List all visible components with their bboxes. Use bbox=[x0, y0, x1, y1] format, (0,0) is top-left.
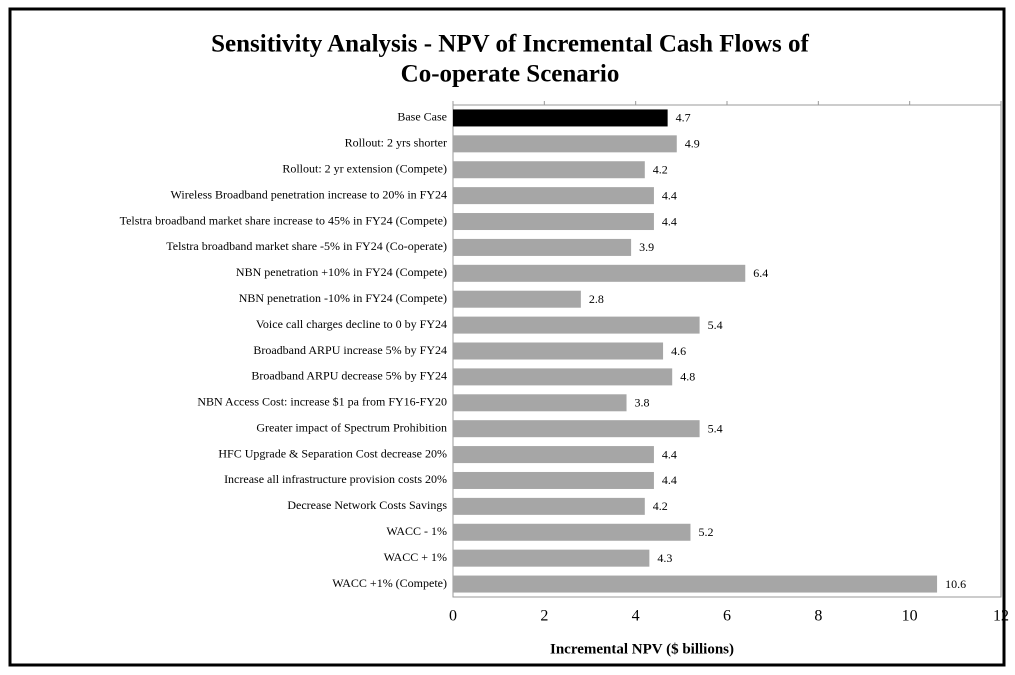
value-label: 5.4 bbox=[708, 318, 723, 332]
x-tick-label: 4 bbox=[632, 608, 640, 625]
x-tick-label: 2 bbox=[540, 608, 548, 625]
bar bbox=[453, 316, 700, 334]
y-tick-label: HFC Upgrade & Separation Cost decrease 2… bbox=[218, 446, 447, 460]
y-tick-label: WACC - 1% bbox=[386, 524, 447, 538]
bar bbox=[453, 575, 938, 593]
y-tick-label: Increase all infrastructure provision co… bbox=[224, 472, 447, 486]
x-tick-label: 10 bbox=[902, 608, 918, 625]
chart-title: Sensitivity Analysis - NPV of Incrementa… bbox=[211, 31, 809, 58]
value-label: 4.9 bbox=[685, 137, 700, 151]
value-label: 4.2 bbox=[653, 162, 668, 176]
bar bbox=[453, 446, 654, 464]
frame bbox=[8, 7, 1006, 667]
value-label: 4.3 bbox=[657, 551, 672, 565]
bar bbox=[453, 342, 664, 360]
x-tick-label: 12 bbox=[993, 608, 1009, 625]
bar bbox=[453, 187, 654, 205]
value-label: 5.4 bbox=[708, 421, 723, 435]
value-label: 4.6 bbox=[671, 344, 686, 358]
value-label: 6.4 bbox=[753, 266, 768, 280]
x-axis-title: Incremental NPV ($ billions) bbox=[550, 641, 734, 657]
bar bbox=[453, 523, 691, 541]
y-tick-label: NBN penetration +10% in FY24 (Compete) bbox=[236, 265, 447, 279]
x-tick-label: 6 bbox=[723, 608, 731, 625]
bar bbox=[453, 161, 645, 179]
bar bbox=[453, 135, 677, 153]
bar bbox=[453, 420, 700, 438]
y-tick-label: Broadband ARPU increase 5% by FY24 bbox=[253, 343, 447, 357]
bar bbox=[453, 549, 650, 567]
bar bbox=[453, 264, 746, 282]
x-tick-label: 0 bbox=[449, 608, 457, 625]
value-label: 4.4 bbox=[662, 188, 677, 202]
y-tick-label: Broadband ARPU decrease 5% by FY24 bbox=[251, 369, 447, 383]
y-tick-label: WACC +1% (Compete) bbox=[332, 576, 447, 590]
value-label: 10.6 bbox=[945, 577, 966, 591]
y-tick-label: NBN Access Cost: increase $1 pa from FY1… bbox=[197, 395, 447, 409]
bar bbox=[453, 290, 581, 308]
bar bbox=[453, 471, 654, 489]
chart-subtitle: Co-operate Scenario bbox=[401, 61, 620, 88]
y-tick-label: Voice call charges decline to 0 by FY24 bbox=[256, 317, 447, 331]
y-tick-label: NBN penetration -10% in FY24 (Compete) bbox=[239, 291, 447, 305]
value-label: 4.4 bbox=[662, 473, 677, 487]
y-tick-label: Wireless Broadband penetration increase … bbox=[171, 187, 447, 201]
bar bbox=[453, 368, 673, 386]
value-label: 4.2 bbox=[653, 499, 668, 513]
value-label: 4.4 bbox=[662, 214, 677, 228]
value-label: 3.8 bbox=[635, 396, 650, 410]
y-tick-label: Base Case bbox=[397, 110, 447, 124]
value-label: 2.8 bbox=[589, 292, 604, 306]
value-label: 4.4 bbox=[662, 447, 677, 461]
y-tick-label: Telstra broadband market share increase … bbox=[120, 213, 447, 227]
y-tick-label: Telstra broadband market share -5% in FY… bbox=[166, 239, 447, 253]
y-tick-label: WACC + 1% bbox=[384, 550, 447, 564]
value-label: 5.2 bbox=[698, 525, 713, 539]
y-tick-label: Decrease Network Costs Savings bbox=[287, 498, 447, 512]
bar bbox=[453, 238, 632, 256]
value-label: 3.9 bbox=[639, 240, 654, 254]
bar bbox=[453, 213, 654, 231]
y-tick-label: Rollout: 2 yr extension (Compete) bbox=[282, 161, 447, 175]
x-tick-label: 8 bbox=[814, 608, 822, 625]
bar bbox=[453, 394, 627, 412]
y-tick-label: Rollout: 2 yrs shorter bbox=[345, 136, 447, 150]
y-tick-label: Greater impact of Spectrum Prohibition bbox=[256, 420, 447, 434]
value-label: 4.7 bbox=[676, 111, 691, 125]
bar bbox=[453, 109, 668, 127]
bar bbox=[453, 497, 645, 515]
value-label: 4.8 bbox=[680, 370, 695, 384]
